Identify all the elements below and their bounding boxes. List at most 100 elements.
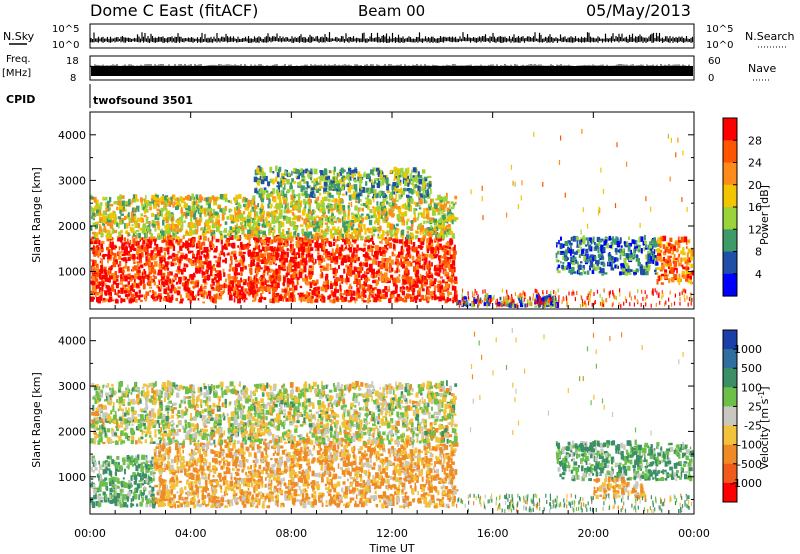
data-cell: [395, 255, 398, 262]
data-cell: [176, 254, 178, 259]
data-cell: [247, 224, 252, 228]
data-cell: [107, 236, 110, 242]
data-cell: [145, 249, 149, 256]
data-cell: [142, 224, 146, 230]
data-cell: [194, 260, 197, 266]
data-cell: [101, 250, 103, 253]
data-cell: [437, 209, 441, 216]
data-cell: [157, 250, 161, 256]
data-cell: [91, 270, 94, 276]
data-cell: [405, 205, 409, 211]
data-cell: [206, 251, 209, 258]
data-cell: [454, 201, 457, 205]
data-cell: [156, 197, 161, 201]
data-cell: [349, 246, 353, 253]
data-cell: [174, 223, 178, 229]
data-cell: [255, 225, 260, 231]
data-cell: [268, 205, 272, 209]
data-cell: [439, 230, 444, 236]
data-cell: [428, 241, 431, 245]
data-cell: [333, 273, 336, 277]
data-cell: [380, 215, 383, 219]
data-cell: [381, 257, 385, 264]
data-cell: [283, 218, 285, 221]
data-cell: [164, 208, 168, 211]
data-cell: [232, 286, 237, 291]
data-cell: [338, 252, 342, 256]
data-cell: [358, 256, 360, 261]
data-cell: [239, 247, 242, 251]
data-cell: [192, 204, 195, 207]
data-cell: [371, 268, 375, 275]
data-cell: [291, 299, 294, 303]
data-cell: [317, 247, 320, 252]
data-cell: [441, 196, 445, 203]
data-cell: [388, 209, 391, 216]
data-cell: [283, 293, 287, 299]
data-cell: [330, 209, 333, 214]
data-cell: [191, 245, 194, 248]
data-cell: [170, 261, 173, 267]
data-cell: [113, 229, 118, 234]
data-cell: [403, 287, 406, 290]
data-cell: [430, 228, 434, 234]
data-cell: [372, 280, 376, 283]
data-cell: [358, 196, 360, 202]
data-cell: [317, 228, 320, 232]
data-cell: [398, 269, 401, 273]
data-cell: [217, 257, 220, 262]
data-cell: [384, 195, 387, 202]
data-cell: [415, 250, 420, 257]
data-cell: [384, 286, 388, 291]
data-cell: [301, 228, 305, 234]
data-cell: [92, 222, 97, 226]
data-cell: [157, 222, 160, 229]
data-cell: [203, 226, 206, 232]
data-cell: [345, 191, 348, 196]
data-cell: [359, 236, 364, 240]
data-cell: [127, 282, 130, 288]
data-cell: [406, 176, 409, 181]
data-cell: [322, 208, 326, 213]
data-cell: [302, 246, 305, 252]
data-cell: [420, 237, 423, 243]
data-cell: [364, 255, 366, 258]
data-cell: [445, 231, 449, 234]
data-cell: [128, 221, 131, 227]
data-cell: [306, 185, 311, 189]
data-cell: [379, 247, 384, 250]
data-cell: [314, 299, 319, 303]
data-cell: [226, 253, 230, 256]
data-cell: [95, 224, 99, 229]
data-cell: [159, 250, 163, 253]
data-cell: [253, 256, 258, 260]
data-cell: [193, 210, 197, 216]
data-cell: [300, 238, 303, 243]
data-cell: [210, 284, 214, 287]
data-cell: [327, 203, 329, 208]
data-cell: [129, 246, 133, 252]
data-cell: [212, 281, 215, 286]
data-cell: [313, 210, 316, 213]
station-title: Dome C East (fitACF): [90, 1, 258, 20]
data-cell: [213, 255, 217, 259]
data-cell: [91, 212, 96, 215]
data-cell: [360, 227, 363, 232]
data-cell: [294, 253, 297, 257]
data-cell: [234, 207, 237, 212]
data-cell: [368, 227, 373, 231]
data-cell: [449, 230, 454, 235]
data-cell: [277, 237, 282, 243]
data-cell: [164, 257, 166, 263]
data-cell: [152, 255, 157, 261]
data-cell: [198, 235, 202, 240]
data-cell: [217, 223, 222, 226]
data-cell: [108, 275, 111, 281]
data-cell: [119, 234, 123, 241]
data-cell: [431, 207, 434, 211]
data-cell: [332, 256, 336, 261]
data-cell: [377, 227, 380, 231]
data-cell: [136, 266, 141, 270]
data-cell: [98, 287, 102, 293]
data-cell: [257, 226, 260, 229]
